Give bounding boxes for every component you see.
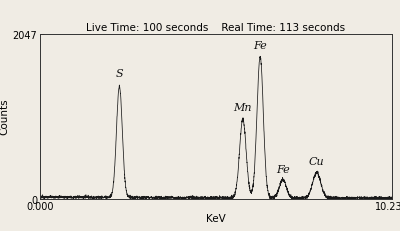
Text: Mn: Mn	[234, 102, 252, 112]
Text: S: S	[116, 69, 123, 79]
X-axis label: KeV: KeV	[206, 213, 226, 223]
Y-axis label: Counts: Counts	[0, 98, 10, 135]
Text: Fe: Fe	[253, 40, 267, 50]
Title: Live Time: 100 seconds    Real Time: 113 seconds: Live Time: 100 seconds Real Time: 113 se…	[86, 23, 346, 33]
Text: Fe: Fe	[276, 164, 290, 174]
Text: Cu: Cu	[309, 157, 324, 167]
